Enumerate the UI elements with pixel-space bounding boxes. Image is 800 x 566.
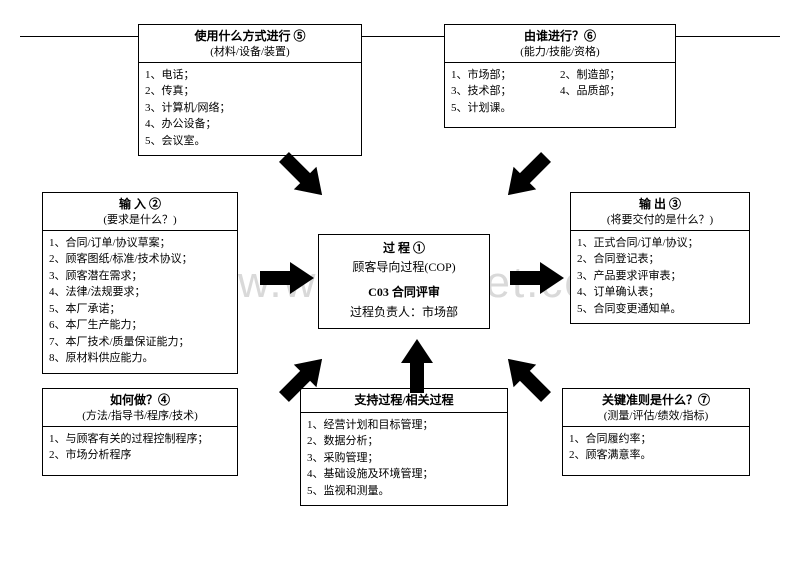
box-how-items: 1、与顾客有关的过程控制程序；2、市场分析程序: [49, 431, 231, 464]
list-item: 2、市场分析程序: [49, 447, 231, 464]
box-how-title: 如何做？④: [49, 393, 231, 409]
list-item: 3、技术部；: [451, 83, 560, 100]
box-criteria-items: 1、合同履约率；2、顾客满意率。: [569, 431, 743, 464]
list-item: 7、本厂技术/质量保证能力；: [49, 334, 231, 351]
box-who: 由谁进行？⑥ (能力/技能/资格) 1、市场部；2、制造部；3、技术部；4、品质…: [444, 24, 676, 128]
box-criteria-sub: (测量/评估/绩效/指标): [563, 409, 749, 427]
list-item: 5、计划课。: [451, 100, 560, 117]
list-item: 1、电话；: [145, 67, 355, 84]
list-item: 1、合同/订单/协议草案；: [49, 235, 231, 252]
box-process-owner: 过程负责人：市场部: [325, 303, 483, 322]
box-output-title: 输 出 ③: [577, 197, 743, 213]
box-how: 如何做？④ (方法/指导书/程序/技术) 1、与顾客有关的过程控制程序；2、市场…: [42, 388, 238, 476]
box-output-sub: (将要交付的是什么？): [571, 213, 749, 231]
list-item: [560, 100, 669, 117]
box-process: 过 程 ① 顾客导向过程(COP) C03 合同评审 过程负责人：市场部: [318, 234, 490, 329]
list-item: 4、品质部；: [560, 83, 669, 100]
list-item: 2、制造部；: [560, 67, 669, 84]
arrow-who-to-process: [497, 146, 558, 207]
list-item: 5、会议室。: [145, 133, 355, 150]
list-item: 5、合同变更通知单。: [577, 301, 743, 318]
list-item: 3、产品要求评审表；: [577, 268, 743, 285]
list-item: 8、原材料供应能力。: [49, 350, 231, 367]
box-method: 使用什么方式进行 ⑤ (材料/设备/装置) 1、电话；2、传真；3、计算机/网络…: [138, 24, 362, 156]
list-item: 2、数据分析；: [307, 433, 501, 450]
list-item: 4、基础设施及环境管理；: [307, 466, 501, 483]
box-method-title: 使用什么方式进行 ⑤: [145, 29, 355, 45]
box-process-title: 过 程 ①: [325, 239, 483, 258]
box-process-line2: 顾客导向过程(COP): [325, 258, 483, 277]
box-input-items: 1、合同/订单/协议草案；2、顾客图纸/标准/技术协议；3、顾客潜在需求；4、法…: [49, 235, 231, 367]
box-input: 输 入 ② (要求是什么？) 1、合同/订单/协议草案；2、顾客图纸/标准/技术…: [42, 192, 238, 374]
list-item: 4、订单确认表；: [577, 284, 743, 301]
arrow-support-to-process: [401, 339, 433, 393]
box-support: 支持过程/相关过程 1、经营计划和目标管理；2、数据分析；3、采购管理；4、基础…: [300, 388, 508, 506]
list-item: 2、顾客图纸/标准/技术协议；: [49, 251, 231, 268]
list-item: 4、办公设备；: [145, 116, 355, 133]
list-item: 1、市场部；: [451, 67, 560, 84]
box-input-title: 输 入 ②: [49, 197, 231, 213]
list-item: 3、计算机/网络；: [145, 100, 355, 117]
list-item: 6、本厂生产能力；: [49, 317, 231, 334]
box-who-sub: (能力/技能/资格): [445, 45, 675, 63]
list-item: 3、顾客潜在需求；: [49, 268, 231, 285]
list-item: 4、法律/法规要求；: [49, 284, 231, 301]
box-method-items: 1、电话；2、传真；3、计算机/网络；4、办公设备；5、会议室。: [145, 67, 355, 150]
box-who-title: 由谁进行？⑥: [451, 29, 669, 45]
box-output-items: 1、正式合同/订单/协议；2、合同登记表；3、产品要求评审表；4、订单确认表；5…: [577, 235, 743, 318]
list-item: 3、采购管理；: [307, 450, 501, 467]
box-method-sub: (材料/设备/装置): [139, 45, 361, 63]
box-support-title: 支持过程/相关过程: [301, 393, 507, 413]
box-criteria: 关键准则是什么？⑦ (测量/评估/绩效/指标) 1、合同履约率；2、顾客满意率。: [562, 388, 750, 476]
list-item: 1、合同履约率；: [569, 431, 743, 448]
list-item: 5、监视和测量。: [307, 483, 501, 500]
list-item: 5、本厂承诺；: [49, 301, 231, 318]
list-item: 2、传真；: [145, 83, 355, 100]
box-output: 输 出 ③ (将要交付的是什么？) 1、正式合同/订单/协议；2、合同登记表；3…: [570, 192, 750, 324]
list-item: 1、正式合同/订单/协议；: [577, 235, 743, 252]
box-criteria-title: 关键准则是什么？⑦: [569, 393, 743, 409]
list-item: 2、合同登记表；: [577, 251, 743, 268]
box-how-sub: (方法/指导书/程序/技术): [43, 409, 237, 427]
list-item: 2、顾客满意率。: [569, 447, 743, 464]
list-item: 1、与顾客有关的过程控制程序；: [49, 431, 231, 448]
box-who-items: 1、市场部；2、制造部；3、技术部；4、品质部；5、计划课。: [451, 67, 669, 117]
arrow-input-to-process: [260, 262, 314, 294]
box-input-sub: (要求是什么？): [43, 213, 237, 231]
list-item: 1、经营计划和目标管理；: [307, 417, 501, 434]
box-support-items: 1、经营计划和目标管理；2、数据分析；3、采购管理；4、基础设施及环境管理；5、…: [307, 417, 501, 500]
arrow-process-to-output: [510, 262, 564, 294]
box-process-code: C03 合同评审: [325, 283, 483, 302]
